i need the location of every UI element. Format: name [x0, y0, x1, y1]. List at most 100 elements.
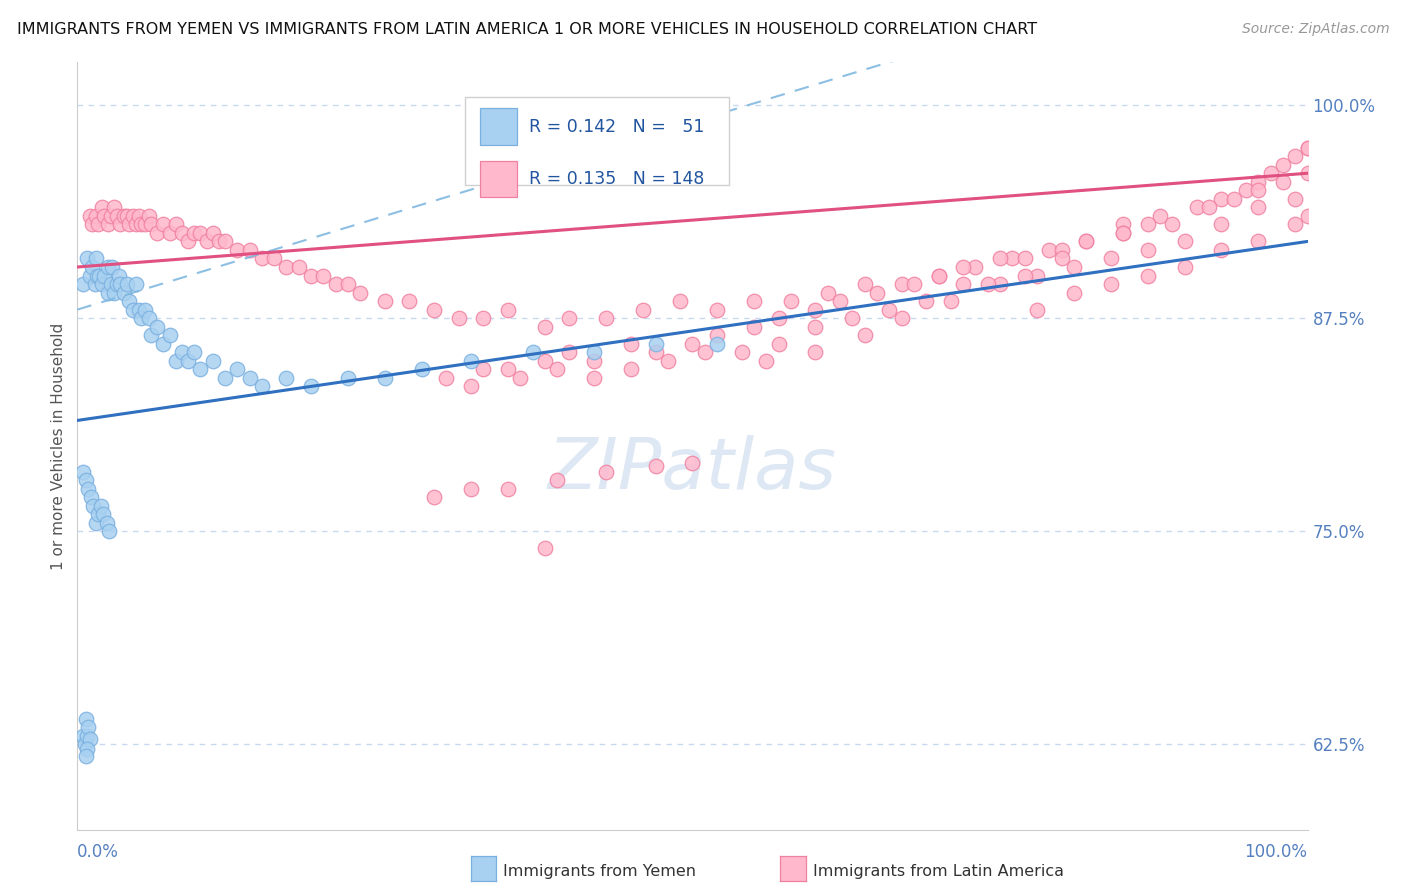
Point: [657, 353, 679, 368]
Point: [1284, 218, 1306, 232]
Point: [534, 541, 557, 556]
Point: [1211, 192, 1233, 206]
Point: [644, 336, 666, 351]
Point: [915, 294, 938, 309]
Point: [1211, 218, 1233, 232]
Point: [742, 294, 765, 309]
Point: [804, 345, 827, 359]
Point: [87, 218, 110, 232]
Point: [337, 371, 360, 385]
Point: [83, 277, 105, 291]
Point: [1234, 183, 1257, 197]
Point: [115, 277, 138, 291]
Point: [768, 336, 790, 351]
Point: [84, 252, 107, 266]
Point: [103, 200, 125, 214]
Point: [183, 345, 205, 359]
Point: [288, 260, 311, 274]
Point: [1149, 209, 1171, 223]
Point: [1076, 235, 1098, 249]
Point: [125, 218, 148, 232]
Point: [423, 302, 446, 317]
Point: [1223, 192, 1246, 206]
Point: [134, 302, 156, 317]
Point: [76, 252, 98, 266]
Point: [1099, 277, 1122, 291]
Point: [105, 209, 128, 223]
Point: [693, 345, 716, 359]
Point: [159, 328, 181, 343]
Point: [79, 209, 101, 223]
Text: IMMIGRANTS FROM YEMEN VS IMMIGRANTS FROM LATIN AMERICA 1 OR MORE VEHICLES IN HOU: IMMIGRANTS FROM YEMEN VS IMMIGRANTS FROM…: [17, 22, 1038, 37]
Point: [965, 260, 987, 274]
Point: [100, 209, 122, 223]
Point: [146, 319, 169, 334]
Point: [1038, 243, 1060, 257]
Text: 100.0%: 100.0%: [1244, 843, 1308, 861]
Point: [250, 379, 273, 393]
Point: [103, 285, 125, 300]
Point: [706, 328, 728, 343]
Point: [804, 319, 827, 334]
Point: [299, 379, 322, 393]
Point: [460, 379, 482, 393]
Point: [170, 226, 193, 240]
Point: [96, 516, 118, 530]
Point: [177, 353, 200, 368]
Point: [423, 490, 446, 504]
Point: [890, 277, 912, 291]
Point: [546, 473, 568, 487]
Point: [138, 311, 160, 326]
Point: [682, 456, 704, 470]
Point: [1112, 226, 1135, 240]
Point: [239, 243, 262, 257]
Point: [188, 226, 212, 240]
Point: [436, 371, 458, 385]
Point: [595, 465, 617, 479]
Point: [583, 371, 606, 385]
Point: [337, 277, 360, 291]
Point: [890, 311, 912, 326]
Text: ZIPatlas: ZIPatlas: [548, 434, 837, 503]
Point: [214, 235, 236, 249]
Point: [1284, 192, 1306, 206]
Point: [87, 507, 110, 521]
Point: [159, 226, 181, 240]
Point: [141, 328, 163, 343]
Point: [79, 268, 101, 283]
Point: [534, 319, 557, 334]
Point: [105, 277, 128, 291]
Point: [97, 218, 120, 232]
Point: [583, 353, 606, 368]
Point: [952, 277, 974, 291]
Point: [374, 371, 396, 385]
Point: [97, 285, 120, 300]
Point: [682, 336, 704, 351]
Point: [75, 712, 97, 726]
Point: [1014, 268, 1036, 283]
Point: [312, 268, 335, 283]
Point: [98, 524, 121, 539]
Point: [121, 209, 143, 223]
Point: [830, 294, 852, 309]
Point: [84, 209, 107, 223]
Point: [755, 353, 778, 368]
Point: [299, 268, 322, 283]
Point: [214, 371, 236, 385]
Point: [201, 226, 224, 240]
Point: [152, 218, 174, 232]
Point: [620, 362, 643, 376]
Point: [118, 218, 141, 232]
Point: [496, 362, 519, 376]
Point: [208, 235, 231, 249]
Point: [583, 345, 606, 359]
Point: [853, 328, 876, 343]
Point: [165, 353, 187, 368]
Point: [1050, 252, 1073, 266]
Point: [522, 345, 544, 359]
Point: [1112, 226, 1135, 240]
Point: [90, 499, 112, 513]
Point: [100, 277, 122, 291]
Point: [86, 268, 108, 283]
Point: [669, 294, 692, 309]
